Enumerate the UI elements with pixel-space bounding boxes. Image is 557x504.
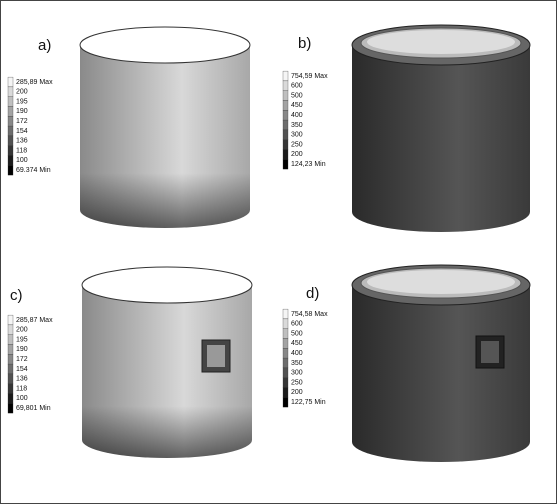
legend-label: 195 (16, 98, 28, 105)
legend-swatch (8, 87, 13, 97)
legend-label: 600 (291, 83, 303, 90)
panel-label: a) (38, 37, 51, 54)
legend-label: 285,89 Max (16, 79, 53, 86)
legend-label: 300 (291, 370, 303, 377)
legend-swatch (283, 140, 288, 150)
legend-swatch (8, 374, 13, 384)
legend-label: 400 (291, 112, 303, 119)
legend-label: 190 (16, 108, 28, 115)
legend-swatch (8, 403, 13, 413)
legend-label: 450 (291, 340, 303, 347)
legend-label: 190 (16, 346, 28, 353)
legend-label: 136 (16, 376, 28, 383)
legend-label: 118 (16, 385, 27, 392)
legend-swatch (283, 71, 288, 81)
legend-label: 600 (291, 321, 303, 328)
legend-swatch (283, 348, 288, 358)
legend-label: 285,87 Max (16, 317, 53, 324)
legend-swatch (8, 107, 13, 117)
legend-swatch (8, 116, 13, 126)
legend-label: 100 (16, 157, 28, 164)
legend-label: 300 (291, 132, 303, 139)
legend-label: 754,59 Max (291, 73, 328, 80)
legend-swatch (8, 364, 13, 374)
legend-swatch (8, 156, 13, 166)
legend-swatch (283, 339, 288, 349)
legend-label: 172 (16, 118, 28, 125)
legend-swatch (8, 354, 13, 364)
legend-swatch (8, 165, 13, 175)
legend-label: 136 (16, 138, 28, 145)
legend-swatch (8, 146, 13, 156)
legend-swatch (8, 136, 13, 146)
legend-swatch (283, 397, 288, 407)
legend-swatch (283, 150, 288, 160)
legend-label: 195 (16, 336, 28, 343)
legend-label: 172 (16, 356, 28, 363)
panel-label: c) (10, 287, 23, 304)
legend-label: 100 (16, 395, 28, 402)
legend-swatch (283, 309, 288, 319)
legend-swatch (8, 126, 13, 136)
legend-swatch (283, 91, 288, 101)
legend-swatch (283, 120, 288, 130)
legend-label: 69.374 Min (16, 167, 51, 174)
legend-swatch (283, 378, 288, 388)
legend-swatch (283, 319, 288, 329)
legend-label: 154 (16, 128, 28, 135)
legend-label: 200 (16, 89, 28, 96)
legend-label: 450 (291, 102, 303, 109)
legend-label: 400 (291, 350, 303, 357)
legend-label: 124,23 Min (291, 161, 326, 168)
legend-swatch (8, 335, 13, 345)
legend-swatch (8, 97, 13, 107)
panel-label: b) (298, 35, 311, 52)
panel-label: d) (306, 285, 319, 302)
legend-swatch (283, 368, 288, 378)
legend-swatch (283, 388, 288, 398)
legend-label: 500 (291, 92, 303, 99)
legend-swatch (8, 325, 13, 335)
legend-label: 118 (16, 147, 27, 154)
legend-swatch (283, 329, 288, 339)
legend-label: 500 (291, 330, 303, 337)
legend-label: 122,75 Min (291, 399, 326, 406)
legend-swatch (283, 81, 288, 91)
legend-label: 754,58 Max (291, 311, 328, 318)
legend-label: 154 (16, 366, 28, 373)
legend-label: 350 (291, 360, 303, 367)
legend-label: 350 (291, 122, 303, 129)
legend-swatch (8, 77, 13, 87)
figure: a) 285,89 Max 200 195 190 172 154 136 118 100 69.3… (0, 0, 557, 504)
legend-label: 69,801 Min (16, 405, 51, 412)
legend-swatch (283, 159, 288, 169)
legend-label: 250 (291, 141, 303, 148)
legend-swatch (283, 110, 288, 120)
legend-swatch (283, 101, 288, 111)
legend-swatch (283, 358, 288, 368)
legend-label: 200 (16, 327, 28, 334)
legend-swatch (8, 394, 13, 404)
legend-swatch (283, 130, 288, 140)
legend-swatch (8, 345, 13, 355)
legend-label: 250 (291, 379, 303, 386)
legend-label: 200 (291, 151, 303, 158)
legend-label: 200 (291, 389, 303, 396)
legend-swatch (8, 384, 13, 394)
legend-swatch (8, 315, 13, 325)
